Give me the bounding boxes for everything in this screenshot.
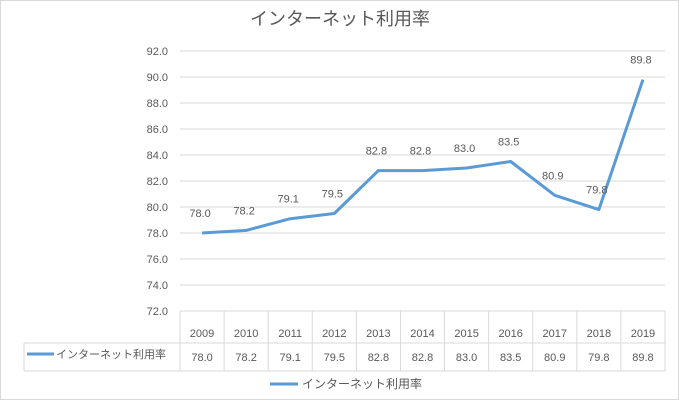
y-tick-label: 80.0 xyxy=(147,202,168,214)
data-label: 82.8 xyxy=(410,146,431,158)
y-tick-label: 90.0 xyxy=(147,72,168,84)
data-label: 83.0 xyxy=(454,143,475,155)
x-category-label: 2018 xyxy=(587,328,611,340)
y-tick-label: 78.0 xyxy=(147,228,168,240)
table-value-cell: 79.5 xyxy=(324,352,345,364)
legend: インターネット利用率 xyxy=(270,376,422,391)
data-label: 83.5 xyxy=(498,137,519,149)
table-value-cell: 79.8 xyxy=(588,352,609,364)
x-category-label: 2010 xyxy=(234,328,258,340)
x-category-label: 2013 xyxy=(366,328,390,340)
table-value-cell: 79.1 xyxy=(280,352,301,364)
x-category-label: 2014 xyxy=(410,328,434,340)
x-category-label: 2011 xyxy=(278,328,302,340)
data-label: 79.1 xyxy=(278,194,299,206)
data-label: 79.5 xyxy=(322,189,343,201)
y-tick-label: 74.0 xyxy=(147,280,168,292)
data-label: 89.8 xyxy=(630,55,651,67)
table-value-cell: 78.2 xyxy=(235,352,256,364)
table-value-cell: 83.0 xyxy=(456,352,477,364)
x-category-label: 2017 xyxy=(543,328,567,340)
x-category-label: 2016 xyxy=(498,328,522,340)
y-tick-label: 86.0 xyxy=(147,124,168,136)
data-label: 80.9 xyxy=(542,170,563,182)
x-category-label: 2009 xyxy=(190,328,214,340)
y-tick-label: 72.0 xyxy=(147,306,168,318)
data-label: 78.2 xyxy=(233,205,254,217)
x-category-label: 2019 xyxy=(631,328,655,340)
table-value-cell: 83.5 xyxy=(500,352,521,364)
data-label: 78.0 xyxy=(189,208,210,220)
y-tick-label: 88.0 xyxy=(147,98,168,110)
table-value-cell: 89.8 xyxy=(632,352,653,364)
table-value-cell: 82.8 xyxy=(412,352,433,364)
y-tick-label: 82.0 xyxy=(147,176,168,188)
series-line xyxy=(201,79,645,235)
table-value-cell: 78.0 xyxy=(191,352,212,364)
data-label: 82.8 xyxy=(366,146,387,158)
table-value-cell: 80.9 xyxy=(544,352,565,364)
table-value-cell: 82.8 xyxy=(368,352,389,364)
x-category-label: 2015 xyxy=(454,328,478,340)
y-tick-label: 92.0 xyxy=(147,46,168,58)
table-series-label: インターネット利用率 xyxy=(56,347,166,361)
x-category-label: 2012 xyxy=(322,328,346,340)
chart-title: インターネット利用率 xyxy=(250,9,430,29)
y-tick-label: 76.0 xyxy=(147,254,168,266)
legend-label: インターネット利用率 xyxy=(302,376,422,391)
y-tick-label: 84.0 xyxy=(147,150,168,162)
data-label: 79.8 xyxy=(586,185,607,197)
